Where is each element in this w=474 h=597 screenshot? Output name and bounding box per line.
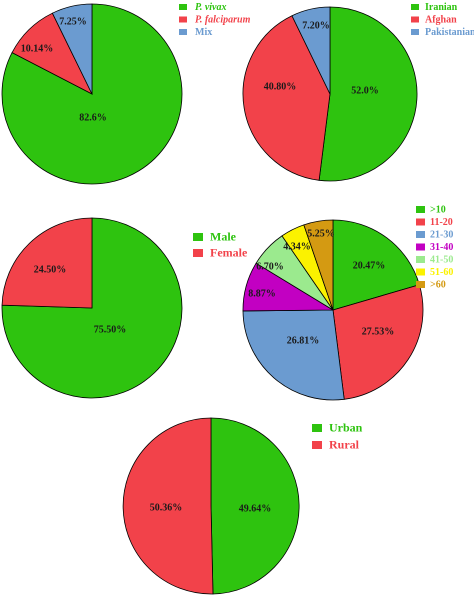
legend-label-afghan: Afghan — [425, 14, 457, 25]
legend-label-11-20: 11-20 — [430, 217, 453, 228]
legend-swatch-male — [193, 233, 203, 241]
legend-label-p-vivax: P. vivax — [195, 2, 226, 13]
slice-label-rural: 50.36% — [150, 502, 183, 513]
legend-label-21-30: 21-30 — [430, 229, 453, 240]
legend-swatch-female — [193, 249, 203, 257]
legend-label-iranian: Iranian — [425, 2, 458, 13]
legend-label-male: Male — [210, 229, 237, 243]
pie-slice-11-20 — [332, 284, 424, 400]
slice-label-11-20: 27.53% — [362, 326, 395, 337]
slice-label-21-30: 26.81% — [287, 335, 320, 346]
slice-label-male: 75.50% — [94, 324, 127, 335]
pie-slice-60 — [303, 219, 334, 311]
pie-slice-rural — [122, 417, 214, 595]
legend-label-51-60: 51-60 — [430, 267, 453, 278]
slice-label-10: 20.47% — [353, 260, 386, 271]
slice-label-female: 24.50% — [34, 264, 67, 275]
pie-chart-3: 75.50% 24.50% Male Female — [1, 217, 248, 399]
legend-label-female: Female — [210, 245, 248, 259]
legend-label-41-50: 41-50 — [430, 254, 453, 265]
legend-swatch-31-40 — [416, 243, 425, 251]
slice-label-urban: 49.64% — [239, 503, 272, 514]
slice-label-60: 5.25% — [307, 228, 335, 239]
legend-label-60: >60 — [430, 279, 446, 290]
legend-label-rural: Rural — [329, 437, 360, 451]
legend-label-p-falciparum: P. falciparum — [195, 14, 251, 25]
pie-slice-iranian — [318, 6, 418, 182]
legend-label-pakistanian: Pakistanian — [425, 27, 474, 38]
slice-label-iranian: 52.0% — [351, 85, 379, 96]
legend-swatch-p-falciparum — [179, 16, 187, 23]
legend-swatch-p-vivax — [179, 4, 187, 10]
slice-label-afghan: 40.80% — [264, 81, 297, 92]
slice-label-31-40: 8.87% — [248, 288, 276, 299]
legend-swatch-iranian — [411, 4, 419, 10]
legend: Male Female — [193, 229, 248, 259]
pie-slice-mix — [51, 3, 93, 95]
legend-swatch-afghan — [411, 16, 419, 23]
legend-swatch-rural — [312, 441, 322, 449]
legend-swatch-mix — [179, 29, 187, 35]
pie-chart-5: 49.64% 50.36% Urban Rural — [122, 417, 363, 595]
legend-swatch-10 — [416, 206, 425, 213]
legend: Urban Rural — [312, 420, 363, 451]
legend-label-mix: Mix — [195, 27, 212, 38]
legend-swatch-60 — [416, 281, 425, 288]
legend-label-urban: Urban — [329, 420, 363, 434]
legend-label-31-40: 31-40 — [430, 242, 453, 253]
pie-slice-10 — [332, 219, 420, 311]
legend-swatch-21-30 — [416, 231, 425, 238]
pie-slice-urban — [210, 417, 300, 595]
legend-swatch-51-60 — [416, 268, 425, 276]
legend-swatch-11-20 — [416, 218, 425, 226]
slice-label-mix: 7.25% — [59, 16, 87, 27]
legend-swatch-pakistanian — [411, 29, 419, 35]
pie-chart-4: 20.47% 27.53% 26.81% 8.87% 6.70% 4.34% 5.25% >1… — [242, 204, 453, 401]
slice-label-p-falciparum: 10.14% — [21, 43, 54, 54]
slice-label-41-50: 6.70% — [256, 261, 284, 272]
pie-slice-female — [1, 217, 93, 309]
legend-swatch-urban — [312, 424, 322, 432]
pie-slice-afghan — [242, 15, 331, 181]
slice-label-pakistanian: 7.20% — [302, 20, 330, 31]
slice-label-51-60: 4.34% — [283, 241, 311, 252]
legend-label-10: >10 — [430, 204, 446, 215]
slice-label-p-vivax: 82.6% — [79, 112, 107, 123]
pie-slice-pakistanian — [291, 6, 331, 95]
pie-slice-21-30 — [242, 309, 345, 401]
legend-swatch-41-50 — [416, 256, 425, 263]
